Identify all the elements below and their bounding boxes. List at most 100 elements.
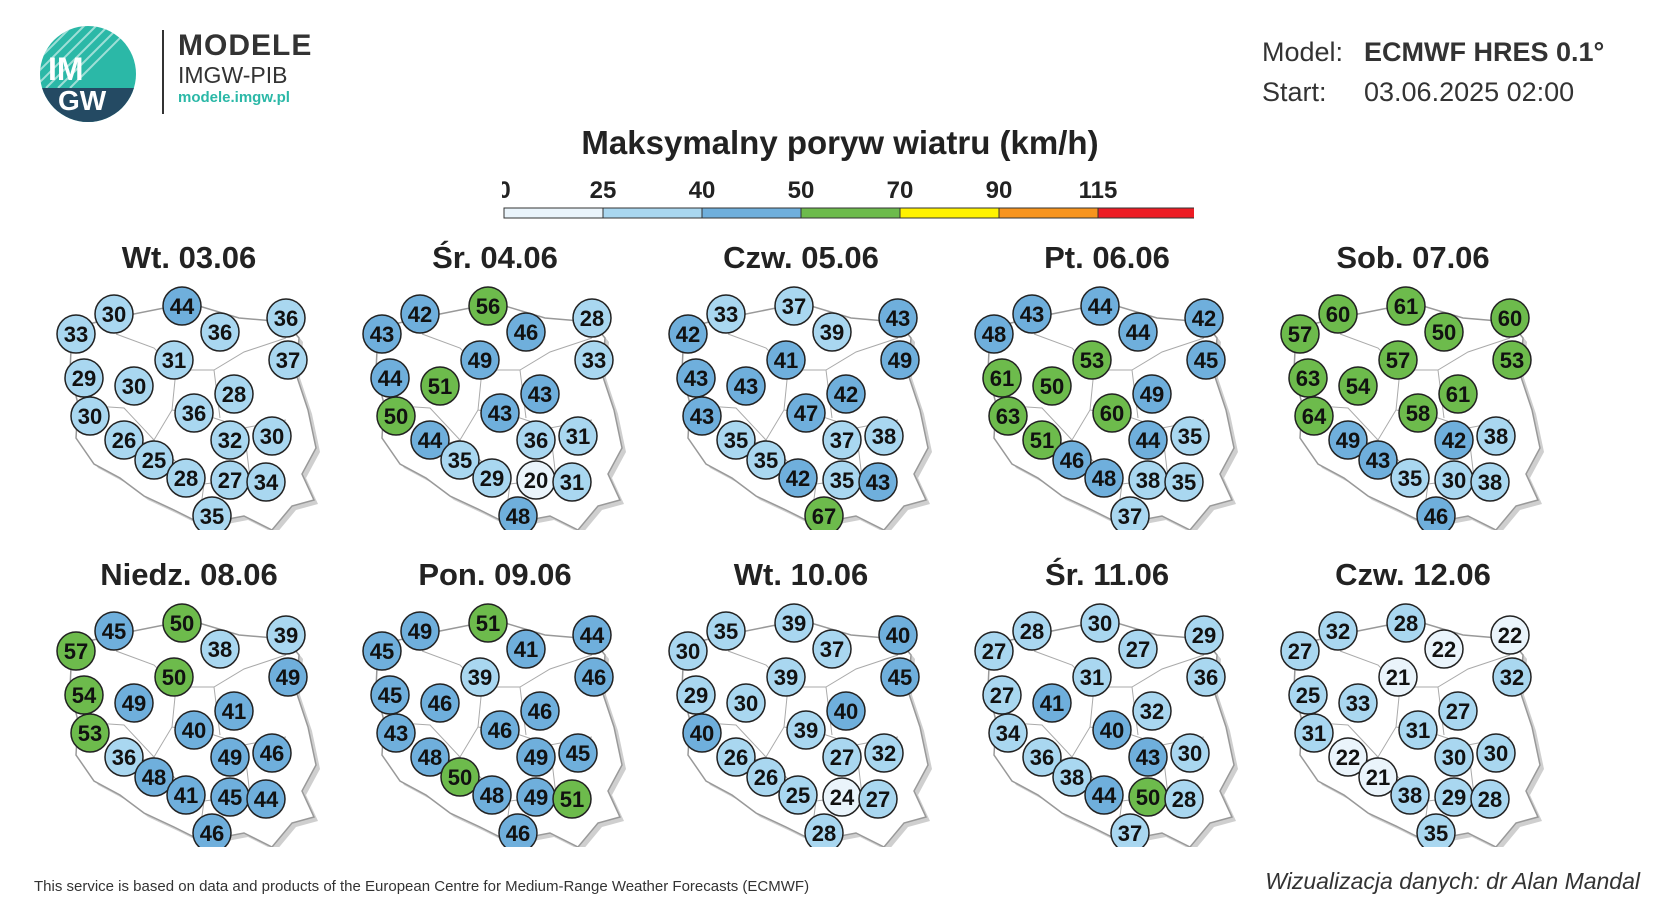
wind-gust-marker: 64	[1294, 396, 1334, 436]
gust-value: 29	[1192, 623, 1216, 648]
gust-circle	[214, 691, 254, 731]
gust-value: 30	[734, 691, 758, 716]
wind-gust-marker: 30	[70, 396, 110, 436]
gust-circle	[676, 358, 716, 398]
gust-value: 44	[378, 366, 403, 391]
wind-gust-marker: 32	[864, 733, 904, 773]
wind-gust-marker: 50	[1032, 366, 1072, 406]
gust-circle	[982, 675, 1022, 715]
gust-circle	[552, 779, 592, 819]
gust-circle	[1424, 629, 1464, 669]
gust-circle	[1294, 713, 1334, 753]
gust-value: 39	[774, 665, 798, 690]
gust-value: 43	[684, 366, 708, 391]
gust-value: 44	[1088, 294, 1113, 319]
gust-value: 48	[142, 765, 166, 790]
gust-value: 53	[1500, 348, 1524, 373]
gust-circle	[1022, 737, 1062, 777]
gust-circle	[552, 462, 592, 502]
gust-value: 61	[1446, 382, 1470, 407]
gust-circle	[200, 629, 240, 669]
region-border	[482, 654, 593, 688]
panel-date: Wt. 03.06	[121, 240, 257, 275]
gust-circle	[1022, 420, 1062, 460]
wind-gust-marker: 51	[552, 779, 592, 819]
gust-value: 54	[1346, 374, 1371, 399]
gust-circle	[864, 416, 904, 456]
wind-gust-marker: 40	[878, 615, 918, 655]
gust-value: 42	[676, 322, 700, 347]
wind-gust-marker: 44	[1128, 420, 1168, 460]
gust-value: 49	[1336, 428, 1360, 453]
gust-value: 43	[528, 382, 552, 407]
wind-gust-marker: 53	[1492, 340, 1532, 380]
gust-value: 29	[72, 366, 96, 391]
gust-value: 49	[888, 348, 912, 373]
gust-circle	[1132, 374, 1172, 414]
scale-label: 40	[689, 177, 716, 204]
gust-value: 32	[872, 741, 896, 766]
wind-gust-marker: 36	[104, 737, 144, 777]
gust-circle	[880, 657, 920, 697]
gust-value: 45	[566, 741, 590, 766]
gust-circle	[988, 713, 1028, 753]
gust-value: 42	[834, 382, 858, 407]
scale-segment	[800, 207, 901, 219]
wind-gust-marker: 27	[858, 779, 898, 819]
wind-gust-marker: 45	[210, 777, 250, 817]
gust-circle	[826, 691, 866, 731]
gust-circle	[370, 358, 410, 398]
wind-gust-marker: 35	[1170, 416, 1210, 456]
gust-value: 43	[1136, 745, 1160, 770]
gust-value: 27	[1446, 699, 1470, 724]
region-border	[176, 337, 287, 371]
gust-circle	[1092, 710, 1132, 750]
wind-gust-marker: 27	[974, 631, 1014, 671]
gust-circle	[1164, 462, 1204, 502]
wind-gust-marker: 43	[676, 358, 716, 398]
forecast-panel: Wt. 10.06 35 39 30 37 40 39 45 29 30 40 40 39 26 27 32 2…	[636, 557, 966, 847]
gust-circle	[1386, 286, 1426, 326]
gust-circle	[668, 314, 708, 354]
gust-value: 60	[1498, 306, 1522, 331]
wind-gust-marker: 35	[746, 440, 786, 480]
gust-circle	[766, 340, 806, 380]
gust-circle	[1092, 393, 1132, 433]
gust-value: 64	[1302, 404, 1327, 429]
gust-value: 21	[1386, 665, 1410, 690]
gust-circle	[858, 779, 898, 819]
wind-gust-marker: 61	[982, 358, 1022, 398]
gust-value: 67	[812, 504, 836, 529]
wind-gust-marker: 45	[880, 657, 920, 697]
wind-gust-marker: 22	[1424, 629, 1464, 669]
gust-value: 50	[170, 611, 194, 636]
brand-url[interactable]: modele.imgw.pl	[178, 89, 290, 106]
wind-gust-marker: 46	[420, 683, 460, 723]
gust-circle	[468, 286, 508, 326]
gust-circle	[56, 631, 96, 671]
wind-gust-marker: 28	[214, 374, 254, 414]
gust-circle	[676, 675, 716, 715]
imgw-logo: IM GW	[40, 26, 136, 122]
gust-value: 37	[1118, 504, 1142, 529]
gust-circle	[726, 683, 766, 723]
wind-gust-marker: 43	[1128, 737, 1168, 777]
gust-value: 47	[794, 401, 818, 426]
gust-circle	[1390, 775, 1430, 815]
gust-circle	[746, 757, 786, 797]
gust-value: 60	[1100, 401, 1124, 426]
gust-circle	[558, 416, 598, 456]
gust-value: 30	[122, 374, 146, 399]
scale-label: 70	[887, 177, 914, 204]
wind-gust-marker: 32	[1318, 611, 1358, 651]
gust-value: 35	[724, 428, 748, 453]
wind-gust-marker: 39	[812, 312, 852, 352]
gust-value: 22	[1498, 623, 1522, 648]
wind-gust-marker: 46	[574, 657, 614, 697]
gust-value: 38	[1136, 468, 1160, 493]
gust-value: 46	[1060, 448, 1084, 473]
gust-circle	[1118, 312, 1158, 352]
gust-circle	[746, 440, 786, 480]
gust-circle	[210, 420, 250, 460]
gust-value: 51	[476, 611, 500, 636]
